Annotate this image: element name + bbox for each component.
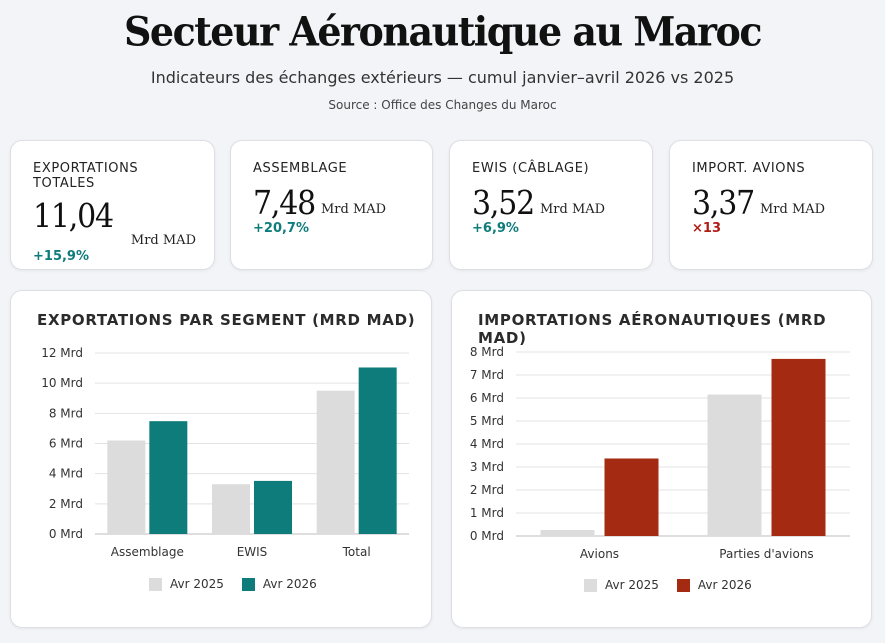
chart-panel-exportations: EXPORTATIONS PAR SEGMENT (MRD MAD) 0 Mrd…	[10, 290, 432, 628]
kpi-card-assemblage: ASSEMBLAGE 7,48 Mrd MAD +20,7%	[230, 140, 433, 270]
kpi-unit: Mrd MAD	[321, 202, 387, 217]
kpi-unit: Mrd MAD	[540, 202, 606, 217]
chart-title: IMPORTATIONS AÉRONAUTIQUES (MRD MAD)	[478, 311, 827, 347]
y-tick-label: 2 Mrd	[49, 497, 83, 511]
kpi-label: ASSEMBLAGE	[253, 161, 348, 176]
y-tick-label: 0 Mrd	[49, 527, 83, 541]
bar-avions-2025[interactable]	[540, 530, 595, 536]
y-tick-label: 6 Mrd	[470, 391, 504, 405]
legend-label: Avr 2026	[262, 577, 317, 591]
chart-legend: Avr 2025 Avr 2026	[149, 577, 335, 591]
kpi-delta: +6,9%	[472, 221, 519, 236]
y-tick-label: 3 Mrd	[470, 460, 504, 474]
y-tick-label: 4 Mrd	[470, 437, 504, 451]
legend-item: Avr 2026	[676, 578, 752, 592]
y-tick-label: 5 Mrd	[470, 414, 504, 428]
y-tick-label: 2 Mrd	[470, 483, 504, 497]
bar-assemblage-2025[interactable]	[107, 440, 146, 534]
kpi-card-exportations-totales: EXPORTATIONS TOTALES 11,04 Mrd MAD +15,9…	[10, 140, 215, 270]
kpi-label: EXPORTATIONS TOTALES	[33, 161, 139, 191]
kpi-label: EWIS (CÂBLAGE)	[472, 161, 590, 176]
kpi-unit: Mrd MAD	[760, 202, 826, 217]
bar-parties-d-avions-2026[interactable]	[771, 358, 826, 536]
kpi-delta: +15,9%	[33, 249, 89, 264]
x-tick-label: Avions	[580, 547, 619, 561]
kpi-unit-text: Mrd MAD	[130, 233, 196, 248]
x-tick-label: Parties d'avions	[719, 547, 813, 561]
bar-ewis-2026[interactable]	[254, 480, 292, 534]
legend-item: Avr 2026	[241, 577, 317, 591]
legend-label: Avr 2025	[170, 577, 224, 591]
kpi-unit: Mrd MAD	[66, 234, 196, 247]
legend-swatch	[241, 577, 255, 591]
kpi-label: IMPORT. AVIONS	[692, 161, 806, 176]
y-tick-label: 0 Mrd	[470, 529, 504, 543]
kpi-card-ewis: EWIS (CÂBLAGE) 3,52 Mrd MAD +6,9%	[449, 140, 653, 270]
y-tick-label: 1 Mrd	[470, 506, 504, 520]
kpi-value: 3,37	[692, 184, 755, 223]
chart-title: EXPORTATIONS PAR SEGMENT (MRD MAD)	[37, 311, 416, 329]
chart-panel-importations: IMPORTATIONS AÉRONAUTIQUES (MRD MAD) 0 M…	[451, 290, 872, 628]
y-tick-label: 10 Mrd	[41, 376, 83, 390]
bar-ewis-2025[interactable]	[212, 484, 250, 534]
legend-item: Avr 2025	[149, 577, 224, 591]
y-tick-label: 12 Mrd	[41, 346, 83, 360]
kpi-card-import-avions: IMPORT. AVIONS 3,37 Mrd MAD ×13	[669, 140, 873, 270]
importations-bar-chart: 0 Mrd 1 Mrd 2 Mrd 3 Mrd 4 Mrd 5 Mrd 6 Mrd 7 Mrd…	[470, 345, 850, 561]
kpi-delta: ×13	[692, 221, 721, 236]
bar-assemblage-2026[interactable]	[149, 421, 188, 534]
chart-legend: Avr 2025 Avr 2026	[584, 578, 770, 592]
bar-total-2025[interactable]	[316, 390, 355, 534]
y-tick-label: 8 Mrd	[470, 345, 504, 359]
exportations-bar-chart: 0 Mrd 2 Mrd 4 Mrd 6 Mrd 8 Mrd 10 Mrd 12 Mrd Ass…	[41, 346, 409, 559]
kpi-value: 3,52	[472, 184, 535, 223]
kpi-delta: +20,7%	[253, 221, 309, 236]
bar-avions-2026[interactable]	[604, 458, 659, 536]
legend-swatch	[584, 578, 597, 592]
bar-total-2026[interactable]	[358, 367, 397, 534]
legend-swatch	[676, 578, 690, 592]
legend-label: Avr 2026	[697, 578, 752, 592]
x-tick-label: EWIS	[237, 545, 268, 559]
y-tick-label: 8 Mrd	[49, 406, 83, 420]
y-tick-label: 6 Mrd	[49, 437, 83, 451]
page-subtitle: Indicateurs des échanges extérieurs — cu…	[150, 68, 735, 87]
legend-swatch	[149, 577, 162, 591]
kpi-value: 7,48	[253, 184, 316, 223]
page-title: Secteur Aéronautique au Maroc	[123, 7, 763, 56]
kpi-value: 11,04	[33, 197, 114, 236]
bar-parties-d-avions-2025[interactable]	[707, 394, 762, 536]
legend-label: Avr 2025	[605, 578, 659, 592]
source-note: Source : Office des Changes du Maroc	[328, 98, 557, 112]
legend-item: Avr 2025	[584, 578, 659, 592]
x-tick-label: Total	[342, 545, 371, 559]
x-tick-label: Assemblage	[111, 545, 184, 559]
y-tick-label: 4 Mrd	[49, 467, 83, 481]
y-tick-label: 7 Mrd	[470, 368, 504, 382]
